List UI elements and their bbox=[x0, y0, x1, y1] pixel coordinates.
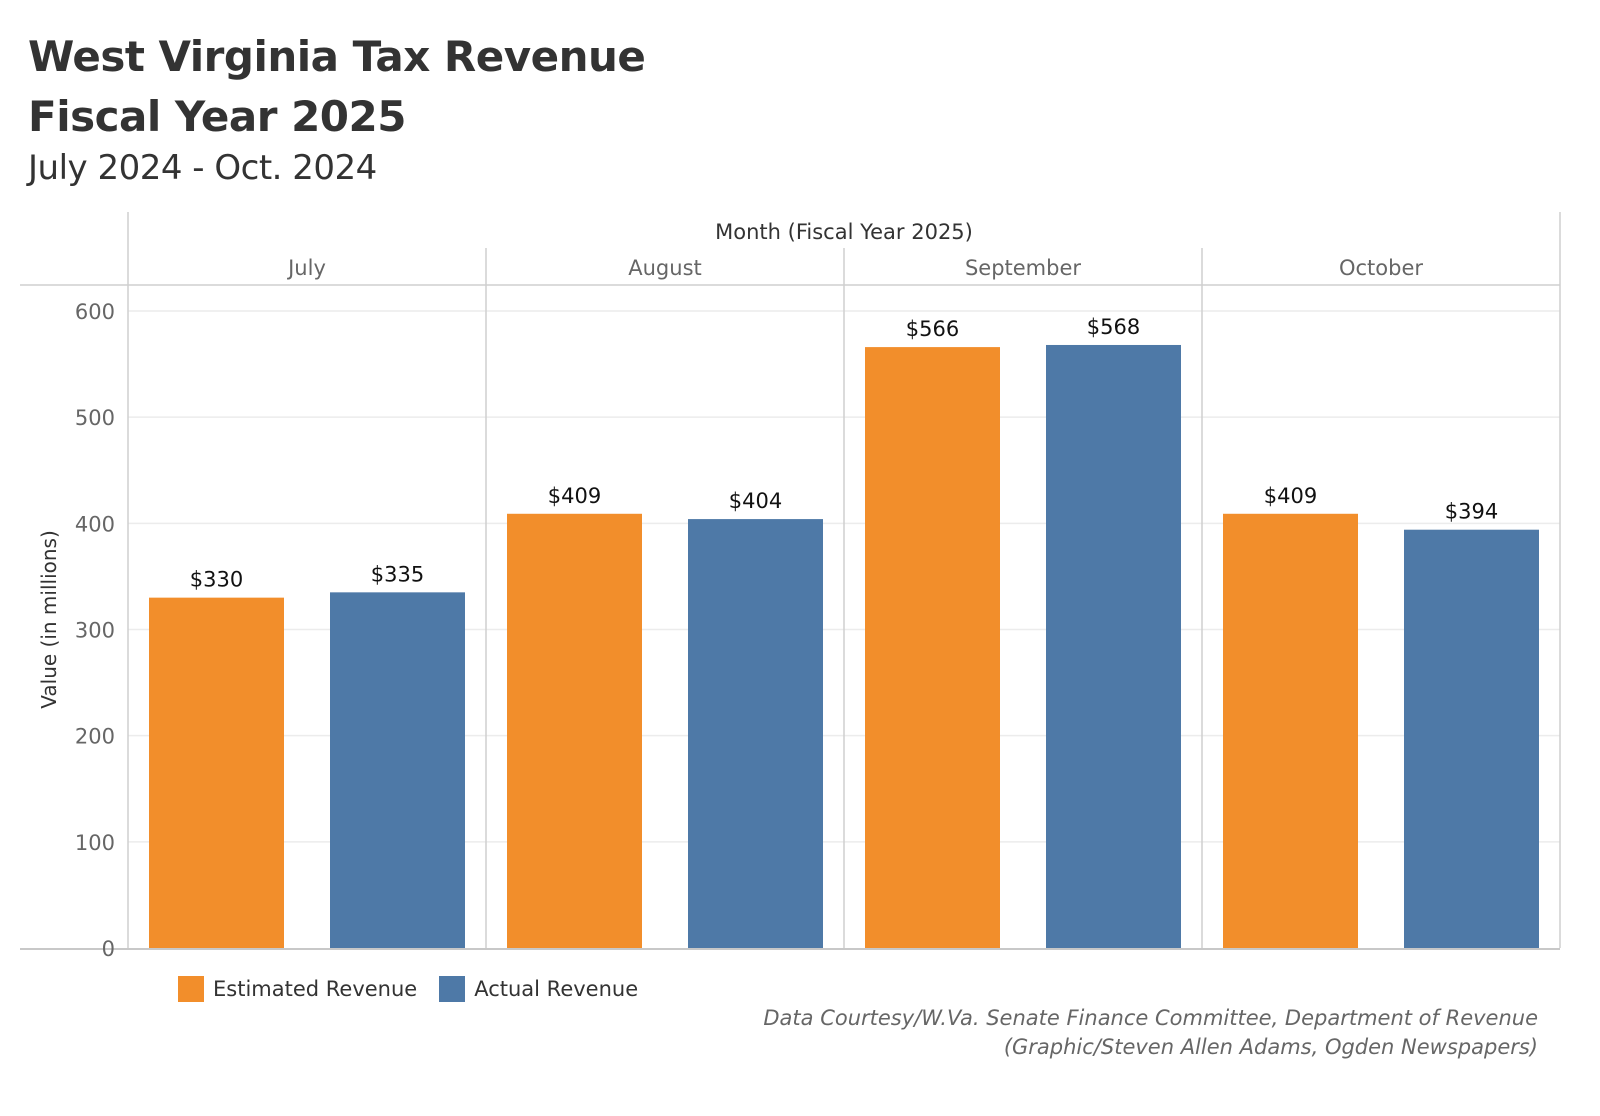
y-tick-label: 0 bbox=[102, 937, 115, 961]
bar-estimated-revenue-september bbox=[865, 347, 1000, 948]
legend-label-actual: Actual Revenue bbox=[474, 977, 639, 1001]
y-axis: 0 100 200 300 400 500 600 Value (in millions) bbox=[37, 300, 115, 961]
chart-title-line1: West Virginia Tax Revenue bbox=[28, 32, 646, 81]
chart-title-line2: Fiscal Year 2025 bbox=[28, 92, 406, 141]
bar-estimated-revenue-august bbox=[507, 513, 642, 948]
y-axis-label: Value (in millions) bbox=[37, 530, 61, 709]
data-label: $335 bbox=[371, 562, 424, 586]
legend-swatch-actual bbox=[439, 976, 466, 1002]
y-tick-label: 100 bbox=[75, 831, 115, 855]
month-header-september: September bbox=[965, 256, 1081, 280]
y-tick-label: 300 bbox=[75, 619, 115, 643]
data-label: $568 bbox=[1087, 315, 1140, 339]
chart-frame bbox=[20, 212, 1561, 950]
bar-estimated-revenue-july bbox=[149, 597, 284, 948]
legend-label-estimated: Estimated Revenue bbox=[213, 977, 418, 1001]
data-label: $409 bbox=[1264, 484, 1317, 508]
credit-data-source: Data Courtesy/W.Va. Senate Finance Commi… bbox=[763, 1006, 1538, 1030]
column-headers: Month (Fiscal Year 2025) July August Septem… bbox=[286, 220, 1423, 280]
legend-item-estimated[interactable]: Estimated Revenue bbox=[178, 976, 417, 1002]
data-labels: $330 $409 $566 $409 $335 $404 $568 $394 bbox=[190, 315, 1498, 592]
bars bbox=[149, 344, 1539, 948]
bar-actual-revenue-july bbox=[330, 592, 465, 948]
month-header-july: July bbox=[286, 256, 326, 280]
chart-subtitle: July 2024 - Oct. 2024 bbox=[28, 148, 377, 188]
month-header-october: October bbox=[1339, 256, 1423, 280]
bar-estimated-revenue-october bbox=[1223, 513, 1358, 948]
bar-actual-revenue-september bbox=[1046, 344, 1181, 948]
legend-swatch-estimated bbox=[178, 976, 204, 1002]
data-label: $566 bbox=[906, 317, 959, 341]
column-header-title: Month (Fiscal Year 2025) bbox=[715, 220, 973, 244]
y-tick-label: 600 bbox=[75, 300, 115, 324]
legend-item-actual[interactable]: Actual Revenue bbox=[439, 976, 638, 1002]
legend: Estimated Revenue Actual Revenue bbox=[178, 976, 660, 1002]
bar-actual-revenue-october bbox=[1404, 529, 1539, 948]
y-tick-label: 500 bbox=[75, 406, 115, 430]
y-tick-label: 200 bbox=[75, 725, 115, 749]
y-tick-label: 400 bbox=[75, 512, 115, 536]
bar-actual-revenue-august bbox=[688, 519, 823, 948]
credit-graphic: (Graphic/Steven Allen Adams, Ogden Newsp… bbox=[1003, 1035, 1538, 1059]
data-label: $404 bbox=[729, 489, 782, 513]
data-label: $409 bbox=[548, 484, 601, 508]
data-label: $330 bbox=[190, 568, 243, 592]
month-header-august: August bbox=[628, 256, 702, 280]
data-label: $394 bbox=[1445, 500, 1498, 524]
